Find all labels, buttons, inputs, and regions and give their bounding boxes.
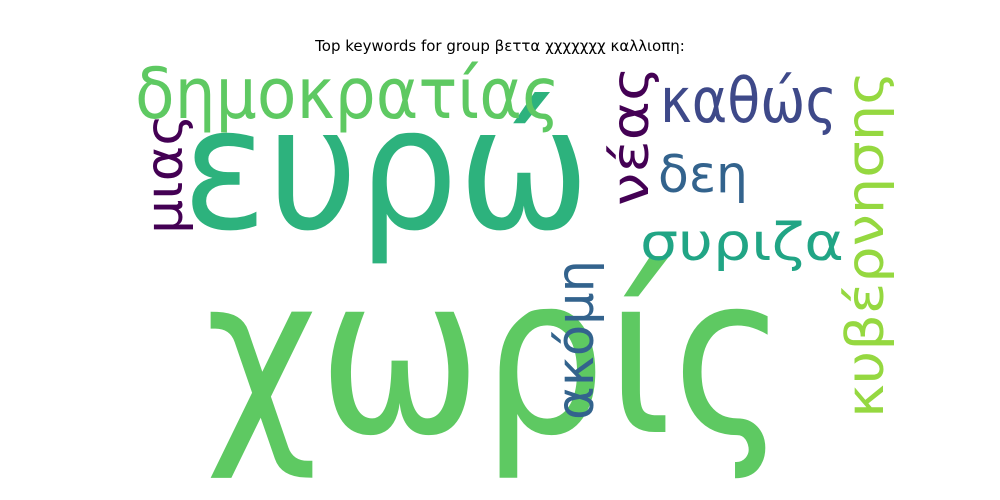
word-akomi: ακόμη [546, 260, 606, 420]
word-neas: νέας [601, 66, 661, 206]
word-syriza: συριζα [640, 213, 844, 273]
word-dei: δεη [658, 145, 748, 205]
word-mias: μιας [135, 114, 195, 234]
word-choris: χωρίς [205, 228, 787, 484]
figure-title: Top keywords for group βεττα χχχχχχχ καλ… [315, 37, 685, 55]
word-kathos: καθώς [660, 64, 837, 137]
word-evro: ευρώ [182, 71, 590, 269]
word-kyvernisis: κυβέρνησης [836, 71, 896, 418]
word-dimokratias: δημοκρατίας [135, 53, 560, 135]
